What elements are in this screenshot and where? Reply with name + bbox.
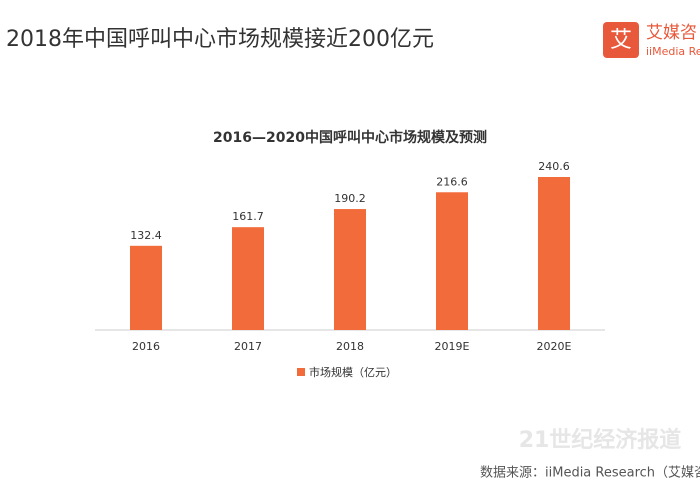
bar [436, 192, 468, 330]
chart-title: 2016—2020中国呼叫中心市场规模及预测 [213, 129, 487, 146]
bar [232, 227, 264, 330]
bar [538, 177, 570, 330]
data-label: 240.6 [538, 160, 570, 173]
data-label: 216.6 [436, 175, 468, 188]
bar [334, 209, 366, 330]
logo-icon [603, 22, 639, 58]
legend-swatch [297, 368, 305, 376]
logo-mark: 艾 [610, 28, 632, 53]
page-title: 2018年中国呼叫中心市场规模接近200亿元 [6, 27, 434, 52]
logo-name: 艾媒咨 [646, 23, 697, 43]
data-label: 161.7 [232, 210, 264, 223]
logo-sub: iiMedia Resea [646, 45, 700, 58]
data-label: 190.2 [334, 192, 366, 205]
x-tick-label: 2019E [435, 340, 470, 353]
plot: 2016 2017 2018 2019E 2020E 132.4 161.7 190.2 216… [130, 160, 572, 379]
x-tick-label: 2020E [537, 340, 572, 353]
bar [130, 245, 162, 330]
x-tick-label: 2016 [132, 340, 160, 353]
watermark: 21世纪经济报道 [519, 427, 682, 453]
x-tick-label: 2018 [336, 340, 364, 353]
source: 数据来源：iiMedia Research（艾媒咨 [480, 466, 700, 481]
data-label: 132.4 [130, 229, 162, 242]
x-tick-label: 2017 [234, 340, 262, 353]
legend-label: 市场规模（亿元） [309, 365, 397, 379]
